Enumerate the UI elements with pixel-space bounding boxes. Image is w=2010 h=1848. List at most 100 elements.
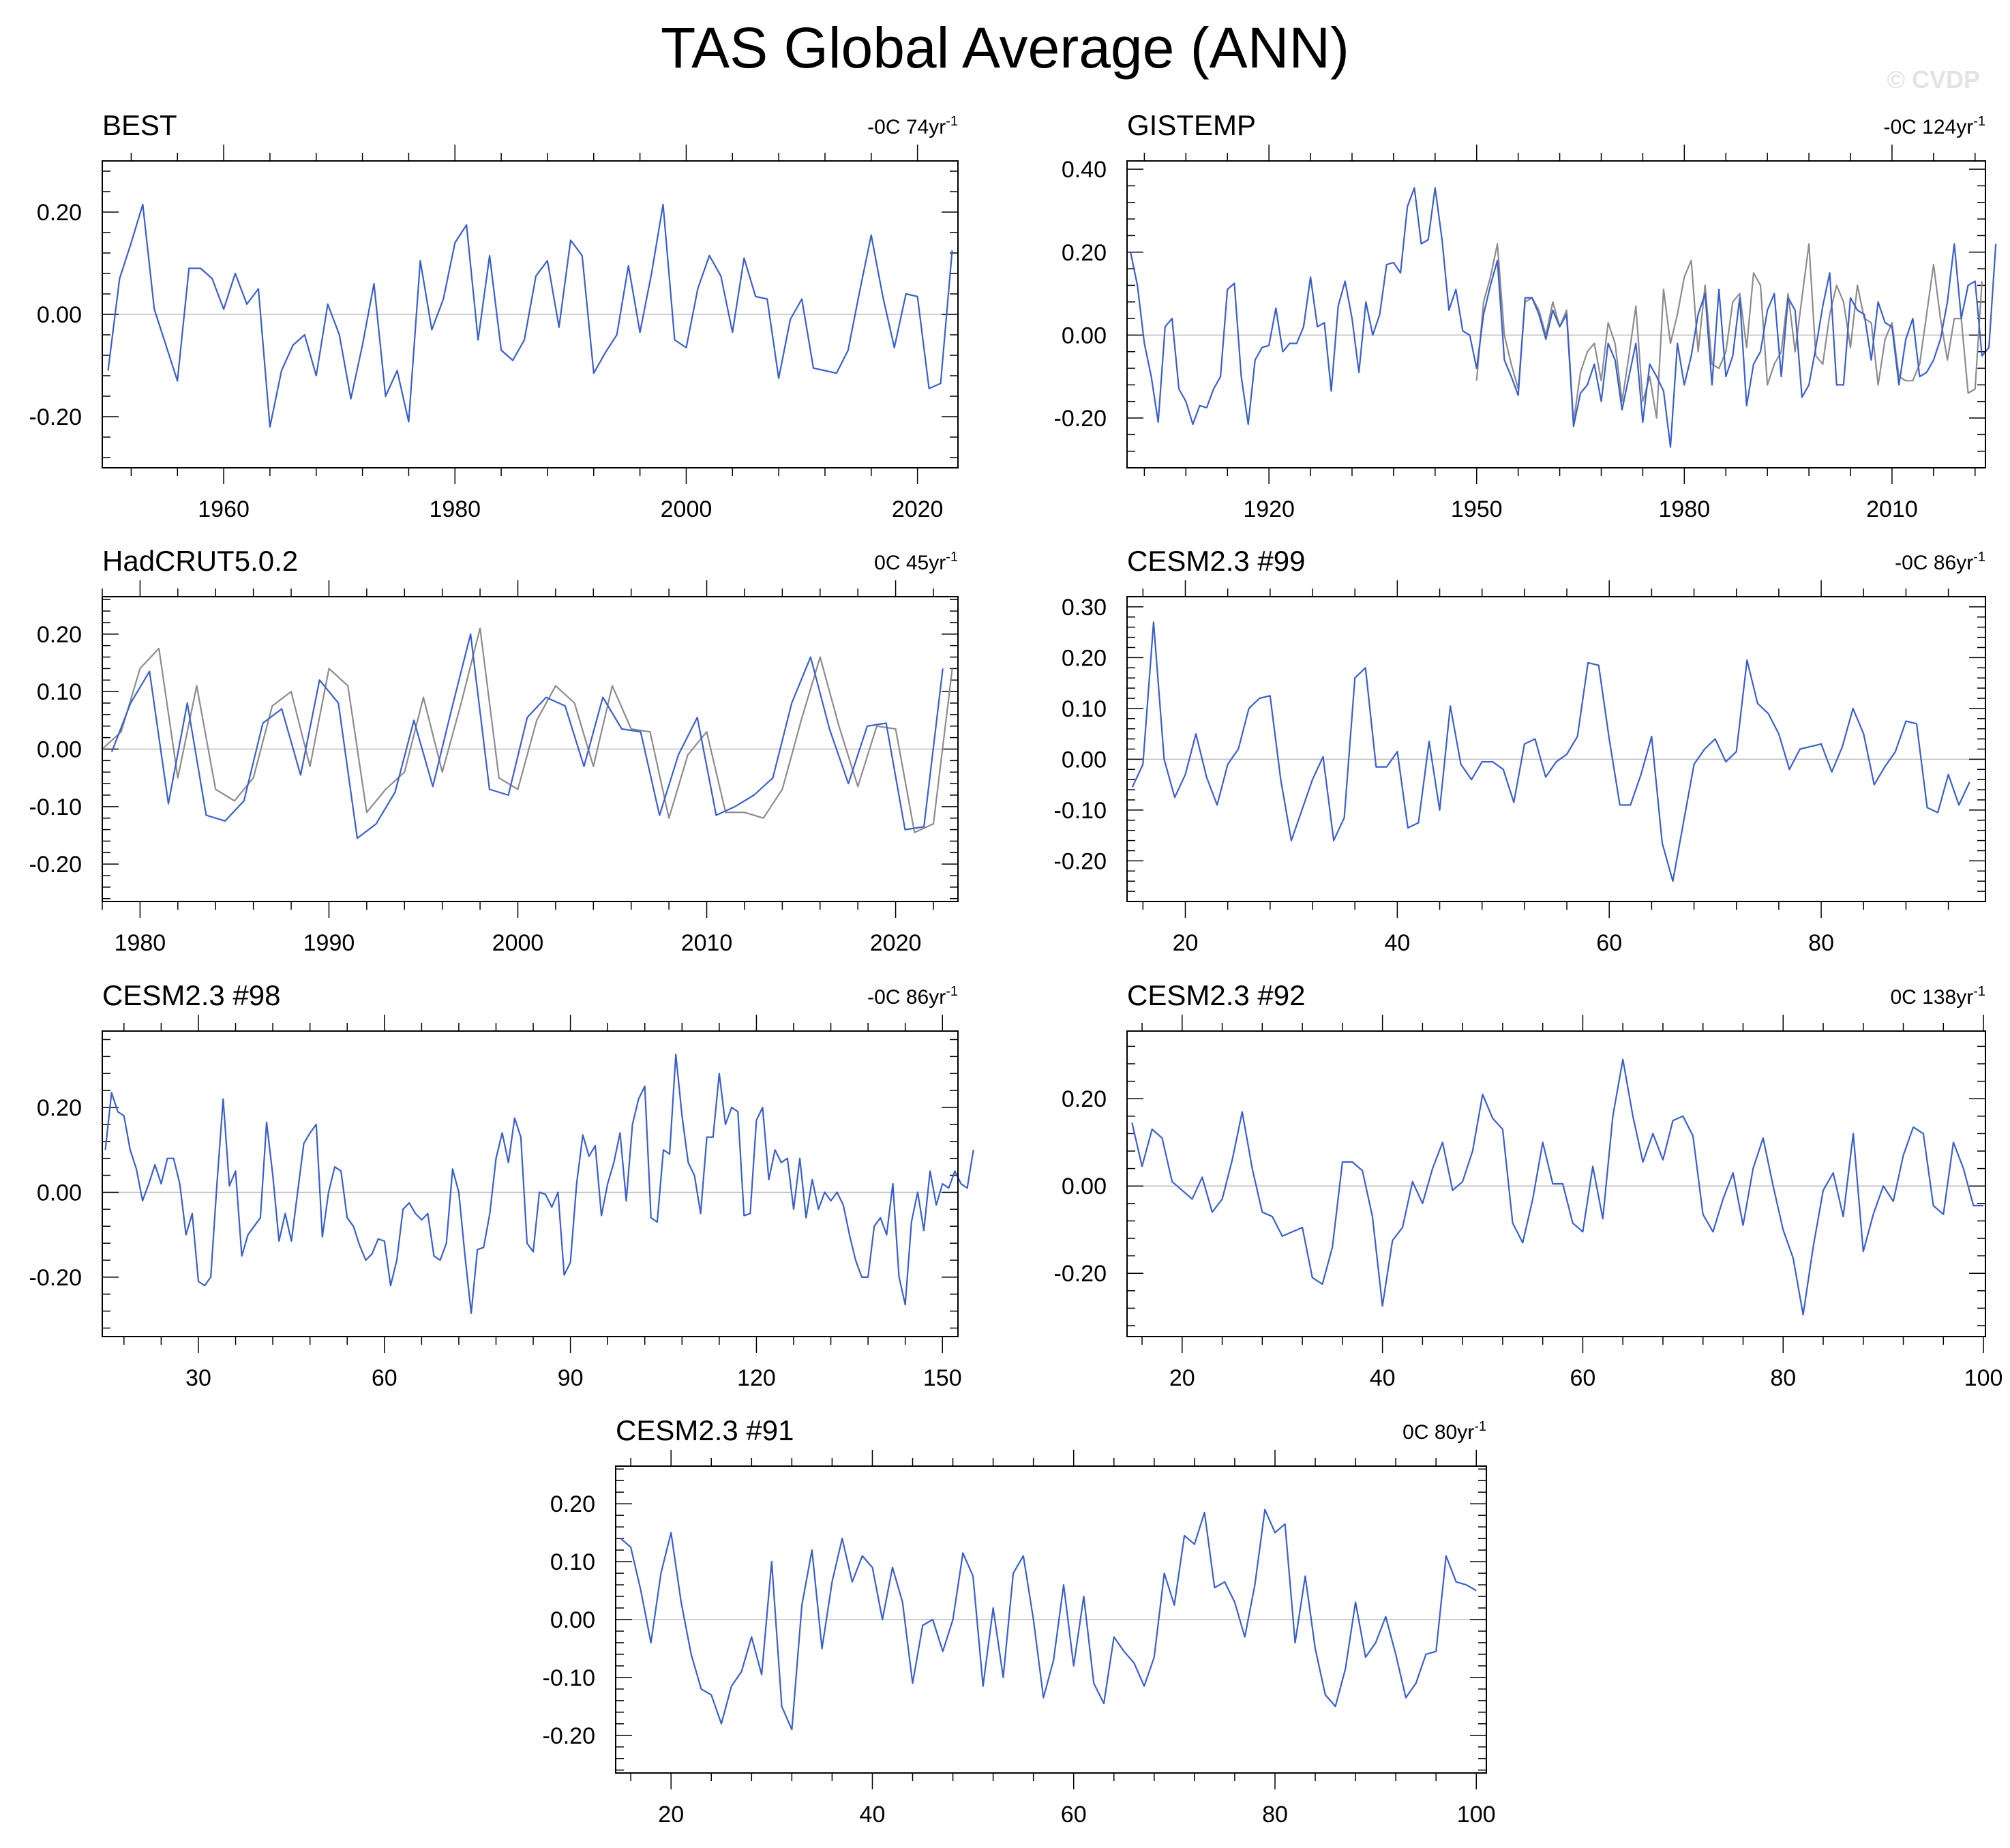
x-tick-label: 20 — [1169, 1365, 1195, 1391]
plot-frame — [615, 1465, 1487, 1774]
panel-title: CESM2.3 #91 — [616, 1414, 794, 1446]
x-tick-label: 100 — [1964, 1365, 2003, 1391]
annotation-text: -0C 86yr — [867, 986, 946, 1009]
annotation-superscript: -1 — [946, 550, 958, 565]
x-tick-label: 1980 — [1659, 496, 1711, 522]
y-tick-label: 0.20 — [37, 200, 82, 226]
y-tick-label: 0.20 — [1062, 240, 1107, 266]
annotation-superscript: -1 — [946, 984, 958, 999]
annotation-superscript: -1 — [1474, 1419, 1486, 1434]
x-tick-label: 100 — [1457, 1802, 1496, 1828]
plot-frame — [1126, 160, 1986, 468]
y-tick-label: 0.00 — [1062, 747, 1107, 773]
x-tick-label: 150 — [923, 1365, 962, 1391]
x-tick-label: 2000 — [492, 930, 544, 956]
y-tick-label: 0.10 — [550, 1549, 595, 1575]
panel-annotation: 0C 80yr-1 — [1402, 1419, 1486, 1444]
x-tick-label: 1920 — [1243, 496, 1295, 522]
panel-title: CESM2.3 #92 — [1127, 979, 1305, 1011]
plot-frame — [102, 160, 959, 468]
series-line-1 — [1131, 621, 1970, 882]
y-tick-label: 0.30 — [1062, 595, 1107, 621]
x-tick-label: 1980 — [429, 496, 481, 522]
annotation-text: -0C 86yr — [1895, 552, 1973, 574]
chart-panel-7: -0.20 -0.10 0.00 0.10 0.20 20 40 60 80 100 CESM2.3… — [543, 1414, 1496, 1828]
figure-title: TAS Global Average (ANN) — [661, 16, 1349, 80]
x-tick-label: 2020 — [870, 930, 922, 956]
y-tick-label: -0.10 — [29, 794, 82, 820]
x-tick-label: 90 — [558, 1365, 584, 1391]
y-tick-label: 0.20 — [37, 622, 82, 648]
y-tick-label: 0.00 — [37, 1180, 82, 1206]
x-tick-label: 40 — [1384, 930, 1410, 956]
x-tick-label: 80 — [1808, 930, 1834, 956]
x-tick-label: 60 — [1596, 930, 1622, 956]
chart-panel-4: -0.20 -0.10 0.00 0.10 0.20 0.30 20 40 60 80 CESM2.… — [1054, 545, 1986, 956]
panel-title: CESM2.3 #99 — [1127, 545, 1305, 577]
x-tick-label: 1950 — [1451, 496, 1503, 522]
annotation-superscript: -1 — [1973, 114, 1985, 129]
plot-frame — [1126, 596, 1986, 902]
y-tick-label: 0.00 — [1062, 323, 1107, 348]
y-tick-label: 0.10 — [37, 679, 82, 705]
x-tick-label: 20 — [1173, 930, 1199, 956]
y-tick-label: -0.20 — [29, 852, 82, 878]
y-tick-label: -0.20 — [29, 1265, 82, 1291]
chart-panel-2: -0.20 0.00 0.20 0.40 1920 1950 1980 2010 GISTEMP… — [1054, 109, 1997, 522]
series-line-1 — [107, 203, 953, 428]
y-tick-label: 0.20 — [1062, 1086, 1107, 1112]
panel-annotation: -0C 86yr-1 — [1895, 550, 1985, 574]
y-tick-label: 0.00 — [550, 1607, 595, 1633]
chart-panel-1: -0.20 0.00 0.20 1960 1980 2000 2020 BEST -0C 74y… — [29, 109, 959, 522]
cvdp-watermark: © CVDP — [1887, 65, 1980, 93]
panel-title: GISTEMP — [1127, 109, 1256, 141]
annotation-text: -0C 74yr — [867, 116, 946, 138]
y-tick-label: -0.20 — [1054, 406, 1107, 432]
panel-annotation: 0C 45yr-1 — [874, 550, 958, 574]
panel-title: CESM2.3 #98 — [102, 979, 280, 1011]
y-tick-label: -0.20 — [1054, 848, 1107, 874]
chart-panel-5: -0.20 0.00 0.20 30 60 90 120 150 CESM2.3 #98 -0C … — [29, 979, 974, 1391]
x-tick-label: 120 — [737, 1365, 776, 1391]
x-tick-label: 80 — [1262, 1802, 1288, 1828]
y-tick-label: 0.20 — [550, 1491, 595, 1517]
x-tick-label: 80 — [1770, 1365, 1796, 1391]
x-tick-label: 1980 — [115, 930, 166, 956]
x-tick-label: 30 — [185, 1365, 211, 1391]
y-tick-label: -0.20 — [543, 1723, 596, 1749]
x-tick-label: 1960 — [198, 496, 250, 522]
panel-annotation: -0C 74yr-1 — [867, 114, 958, 138]
y-tick-label: 0.00 — [1062, 1174, 1107, 1199]
y-tick-label: -0.20 — [1054, 1261, 1107, 1287]
panel-title: HadCRUT5.0.2 — [102, 545, 298, 577]
series-line-1 — [1475, 243, 1983, 423]
series-line-1 — [102, 627, 953, 833]
x-tick-label: 60 — [1570, 1365, 1596, 1391]
x-tick-label: 2010 — [681, 930, 733, 956]
annotation-text: 0C 138yr — [1890, 986, 1973, 1009]
chart-panel-3: -0.20 -0.10 0.00 0.10 0.20 1980 1990 2000 2010 20… — [29, 545, 959, 956]
panel-title: BEST — [102, 109, 177, 141]
x-tick-label: 2010 — [1866, 496, 1918, 522]
chart-panel-6: -0.20 0.00 0.20 20 40 60 80 100 CESM2.3 #92 0C 13… — [1054, 979, 2003, 1391]
series-line-1 — [104, 1054, 974, 1314]
plot-frame — [102, 1030, 959, 1337]
x-tick-label: 40 — [860, 1802, 886, 1828]
x-tick-label: 2000 — [661, 496, 712, 522]
series-line-1 — [1131, 1058, 1984, 1316]
annotation-superscript: -1 — [946, 114, 958, 129]
plot-frame — [102, 596, 959, 902]
y-tick-label: 0.40 — [1062, 157, 1107, 183]
annotation-superscript: -1 — [1973, 984, 1985, 999]
plot-frame — [1126, 1030, 1986, 1337]
x-tick-label: 60 — [372, 1365, 397, 1391]
x-tick-label: 60 — [1061, 1802, 1087, 1828]
x-tick-label: 1990 — [303, 930, 355, 956]
series-line-1 — [620, 1508, 1477, 1731]
annotation-text: 0C 45yr — [874, 552, 946, 574]
y-tick-label: -0.20 — [29, 404, 82, 430]
panel-annotation: -0C 86yr-1 — [867, 984, 958, 1009]
series-line-2 — [110, 633, 944, 839]
y-tick-label: 0.20 — [1062, 645, 1107, 671]
